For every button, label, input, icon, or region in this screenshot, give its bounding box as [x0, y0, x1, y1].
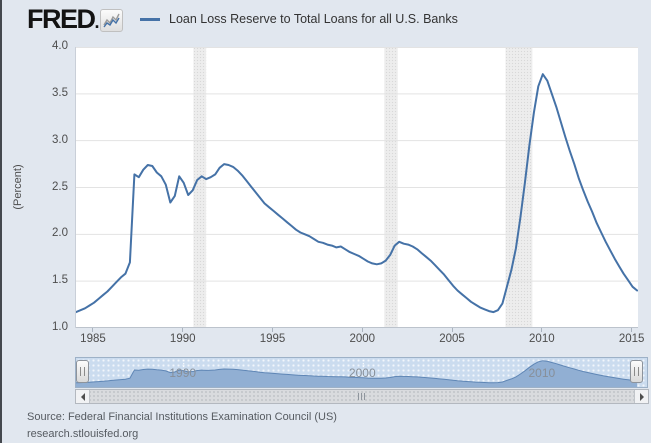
scroll-right-button[interactable] — [634, 390, 648, 403]
y-tick-label: 1.5 — [52, 274, 68, 287]
x-tickmark — [182, 328, 184, 332]
x-tick-label: 2000 — [349, 333, 376, 345]
fred-logo-dot: . — [94, 12, 100, 32]
handle-grip-icon — [80, 367, 85, 376]
x-tick-label: 1995 — [259, 333, 286, 345]
x-axis: 1985 1990 1995 2000 2005 2010 2015 — [75, 328, 644, 348]
x-tick-label: 2005 — [439, 333, 465, 345]
scrollbar-grip[interactable] — [357, 393, 366, 400]
scroll-left-button[interactable] — [76, 390, 90, 403]
site-link[interactable]: research.stlouisfed.org — [27, 428, 139, 440]
window-left-border — [0, 0, 2, 443]
y-tick-label: 2.0 — [52, 227, 68, 240]
range-selector-chart — [75, 360, 638, 387]
legend: Loan Loss Reserve to Total Loans for all… — [140, 12, 458, 26]
y-tick-label: 2.5 — [52, 180, 68, 193]
range-selector-year-label: 2000 — [348, 366, 376, 380]
gridlines — [76, 47, 638, 328]
range-handle-right[interactable] — [630, 360, 643, 383]
source-attribution: Source: Federal Financial Institutions E… — [27, 411, 337, 423]
x-tickmark — [631, 328, 633, 332]
fred-logo[interactable]: FRED. — [27, 4, 100, 34]
legend-series-label: Loan Loss Reserve to Total Loans for all… — [169, 12, 458, 26]
x-tickmark — [92, 328, 94, 332]
y-axis-tick-labels: 4.0 3.5 3.0 2.5 2.0 1.5 1.0 — [0, 40, 68, 333]
x-tickmark — [272, 328, 273, 332]
y-tick-label: 3.5 — [52, 86, 68, 99]
x-tickmark — [541, 328, 543, 332]
range-selector[interactable] — [75, 357, 648, 388]
range-selector-year-label: 1990 — [169, 366, 197, 380]
x-tick-label: 1990 — [169, 333, 196, 345]
main-chart-svg[interactable] — [75, 47, 639, 328]
handle-grip-icon — [634, 367, 639, 376]
fred-chart-icon — [100, 9, 123, 32]
x-tick-label: 2015 — [618, 333, 645, 345]
data-series-line — [75, 73, 639, 314]
range-selector-year-label: 2010 — [528, 366, 556, 380]
y-tick-label: 4.0 — [52, 40, 68, 52]
x-tick-label: 2010 — [529, 333, 555, 345]
plot-area[interactable] — [75, 47, 639, 328]
x-tick-label: 1985 — [80, 333, 106, 345]
x-tickmark — [451, 328, 453, 332]
arrow-left-icon — [77, 392, 85, 401]
legend-line-swatch — [140, 17, 160, 21]
arrow-right-icon — [639, 392, 648, 401]
time-scrollbar[interactable] — [75, 389, 649, 404]
y-tick-label: 1.0 — [52, 321, 68, 333]
y-tick-label: 3.0 — [52, 133, 68, 146]
range-handle-left[interactable] — [76, 360, 89, 383]
x-tickmark — [361, 328, 363, 332]
